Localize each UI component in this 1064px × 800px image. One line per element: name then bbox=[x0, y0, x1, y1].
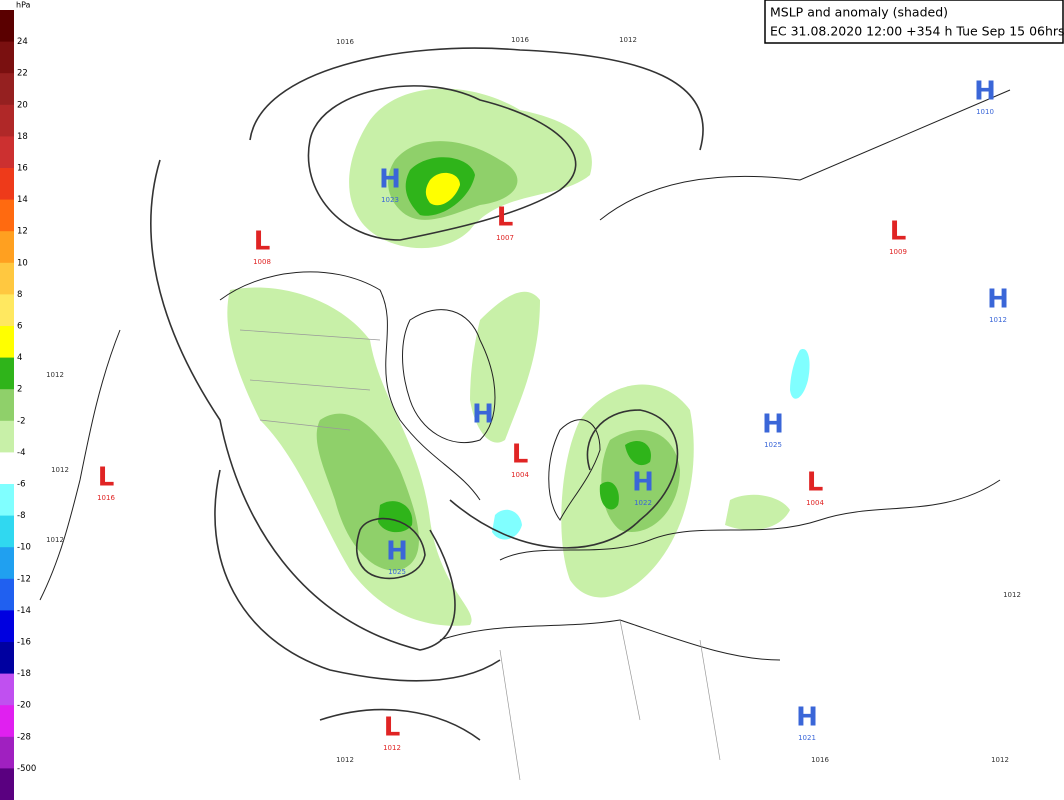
center-value: 1007 bbox=[496, 234, 514, 242]
colorbar-swatch bbox=[0, 357, 14, 390]
colorbar-swatch bbox=[0, 420, 14, 453]
colorbar-unit: hPa bbox=[16, 1, 31, 10]
isobars bbox=[150, 47, 704, 741]
colorbar-swatch bbox=[0, 326, 14, 359]
colorbar-label: 8 bbox=[17, 290, 22, 300]
center-letter: L bbox=[890, 217, 907, 247]
colorbar-label: 12 bbox=[17, 227, 28, 237]
colorbar-label: -16 bbox=[17, 638, 31, 648]
isobar-label: 1012 bbox=[336, 756, 354, 764]
colorbar-label: -500 bbox=[17, 764, 36, 774]
center-value: 1004 bbox=[806, 499, 824, 507]
colorbar-swatch bbox=[0, 705, 14, 738]
colorbar-swatch bbox=[0, 736, 14, 769]
isobar-label: 1016 bbox=[511, 36, 529, 44]
center-value: 1025 bbox=[388, 568, 406, 576]
colorbar-label: -8 bbox=[17, 511, 25, 521]
center-letter: H bbox=[386, 537, 408, 567]
center-value: 1025 bbox=[764, 441, 782, 449]
colorbar-swatch bbox=[0, 768, 14, 800]
isobar-label: 1012 bbox=[46, 536, 64, 544]
center-letter: H bbox=[472, 400, 494, 430]
colorbar-label: -4 bbox=[17, 448, 25, 458]
center-value: 1021 bbox=[798, 734, 816, 742]
center-value: 1022 bbox=[634, 499, 652, 507]
center-letter: H bbox=[974, 77, 996, 107]
colorbar-swatch bbox=[0, 484, 14, 517]
colorbar-label: 10 bbox=[17, 258, 28, 268]
center-value: 1010 bbox=[976, 108, 994, 116]
anomaly-shading bbox=[227, 88, 810, 626]
title-line: EC 31.08.2020 12:00 +354 h Tue Sep 15 06… bbox=[770, 24, 1064, 39]
isobar-label: 1016 bbox=[811, 756, 829, 764]
title-line: MSLP and anomaly (shaded) bbox=[770, 5, 948, 20]
coastlines bbox=[39, 89, 1011, 781]
colorbar-swatch bbox=[0, 610, 14, 643]
colorbar-label: 20 bbox=[17, 100, 28, 110]
center-letter: H bbox=[762, 410, 784, 440]
colorbar: hPa 24 22 20 18 16 14 12 10 8 6 4 2 -2 -4 -6 -8 -10 -12 -14… bbox=[0, 0, 36, 800]
colorbar-swatch bbox=[0, 104, 14, 137]
colorbar-label: 22 bbox=[17, 69, 28, 79]
colorbar-swatch bbox=[0, 41, 14, 74]
colorbar-label: 14 bbox=[17, 195, 28, 205]
center-letter: H bbox=[379, 165, 401, 195]
colorbar-swatch bbox=[0, 452, 14, 485]
center-letter: L bbox=[254, 227, 271, 257]
colorbar-swatch bbox=[0, 547, 14, 580]
colorbar-swatch bbox=[0, 642, 14, 675]
colorbar-swatch bbox=[0, 578, 14, 611]
colorbar-label: -14 bbox=[17, 606, 31, 616]
center-letter: H bbox=[987, 285, 1009, 315]
colorbar-swatch bbox=[0, 294, 14, 327]
colorbar-swatch bbox=[0, 136, 14, 169]
colorbar-swatch bbox=[0, 168, 14, 201]
center-letter: H bbox=[796, 703, 818, 733]
colorbar-label: -10 bbox=[17, 543, 31, 553]
center-letter: L bbox=[384, 713, 401, 743]
center-value: 1023 bbox=[381, 196, 399, 204]
center-letter: L bbox=[807, 468, 824, 498]
isobar-label: 1012 bbox=[991, 756, 1009, 764]
isobar-labels: 1016 1016 1012 1012 1012 1012 1012 1016 1012 1012 bbox=[46, 36, 1021, 764]
colorbar-label: 18 bbox=[17, 132, 28, 142]
colorbar-label: 2 bbox=[17, 385, 22, 395]
colorbar-swatch bbox=[0, 389, 14, 422]
center-letter: L bbox=[98, 463, 115, 493]
isobar-label: 1012 bbox=[619, 36, 637, 44]
colorbar-label: 4 bbox=[17, 353, 22, 363]
colorbar-label: 16 bbox=[17, 164, 28, 174]
colorbar-label: 24 bbox=[17, 37, 28, 47]
colorbar-swatch bbox=[0, 673, 14, 706]
colorbar-label: -12 bbox=[17, 574, 31, 584]
isobar-label: 1012 bbox=[46, 371, 64, 379]
center-value: 1009 bbox=[889, 248, 907, 256]
isobar-label: 1016 bbox=[336, 38, 354, 46]
colorbar-swatch bbox=[0, 231, 14, 264]
center-value: 1012 bbox=[989, 316, 1007, 324]
center-value: 1016 bbox=[97, 494, 115, 502]
title-box bbox=[764, 0, 1064, 44]
pressure-centers: H1023L1007L1008H1010L1009H1012L1004H1025… bbox=[97, 77, 1009, 753]
center-value: 1008 bbox=[253, 258, 271, 266]
center-value: 1004 bbox=[511, 471, 529, 479]
colorbar-label: -18 bbox=[17, 669, 31, 679]
colorbar-swatch bbox=[0, 10, 14, 43]
center-letter: L bbox=[497, 203, 514, 233]
center-letter: H bbox=[632, 468, 654, 498]
colorbar-swatch bbox=[0, 262, 14, 295]
isobar-label: 1012 bbox=[51, 466, 69, 474]
isobar-label: 1012 bbox=[1003, 591, 1021, 599]
colorbar-label: 6 bbox=[17, 322, 22, 332]
colorbar-swatch bbox=[0, 515, 14, 548]
colorbar-label: -2 bbox=[17, 416, 25, 426]
center-value: 1012 bbox=[383, 744, 401, 752]
colorbar-label: -28 bbox=[17, 732, 31, 742]
colorbar-swatch bbox=[0, 73, 14, 106]
colorbar-swatch bbox=[0, 199, 14, 232]
center-letter: L bbox=[512, 440, 529, 470]
colorbar-label: -20 bbox=[17, 701, 31, 711]
colorbar-label: -6 bbox=[17, 480, 25, 490]
